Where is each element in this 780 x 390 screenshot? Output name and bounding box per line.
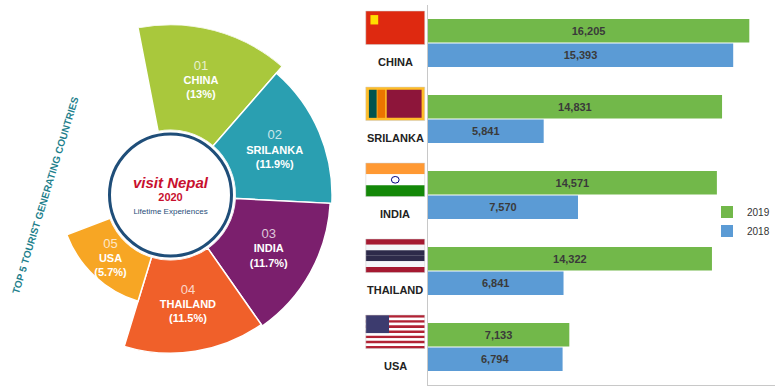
svg-text:USA: USA bbox=[384, 360, 407, 372]
svg-text:04THAILAND(11.5%): 04THAILAND(11.5%) bbox=[160, 282, 216, 325]
svg-text:14,322: 14,322 bbox=[553, 253, 587, 265]
svg-text:INDIA: INDIA bbox=[380, 208, 410, 220]
svg-text:TOP 5 TOURIST GENERATING COUNT: TOP 5 TOURIST GENERATING COUNTRIES bbox=[10, 95, 81, 295]
svg-text:visit Nepal2020Lifetime Experi: visit Nepal2020Lifetime Experiences bbox=[133, 174, 209, 216]
svg-text:03INDIA(11.7%): 03INDIA(11.7%) bbox=[250, 226, 288, 269]
svg-text:SRILANKA: SRILANKA bbox=[367, 132, 424, 144]
svg-text:7,133: 7,133 bbox=[485, 329, 513, 341]
svg-text:7,570: 7,570 bbox=[489, 201, 517, 213]
svg-text:CHINA: CHINA bbox=[378, 56, 413, 68]
svg-text:THAILAND: THAILAND bbox=[367, 284, 423, 296]
svg-text:05USA(5.7%): 05USA(5.7%) bbox=[94, 236, 127, 279]
svg-text:5,841: 5,841 bbox=[472, 125, 500, 137]
svg-text:6,841: 6,841 bbox=[482, 277, 510, 289]
svg-text:16,205: 16,205 bbox=[572, 25, 606, 37]
svg-text:15,393: 15,393 bbox=[564, 49, 598, 61]
svg-text:02SRILANKA(11.9%): 02SRILANKA(11.9%) bbox=[246, 127, 303, 170]
svg-text:01CHINA(13%): 01CHINA(13%) bbox=[184, 58, 219, 101]
svg-text:6,794: 6,794 bbox=[481, 353, 509, 365]
svg-text:14,571: 14,571 bbox=[556, 177, 590, 189]
svg-text:2019: 2019 bbox=[747, 207, 770, 218]
svg-text:14,831: 14,831 bbox=[558, 101, 592, 113]
svg-text:2018: 2018 bbox=[747, 226, 770, 237]
